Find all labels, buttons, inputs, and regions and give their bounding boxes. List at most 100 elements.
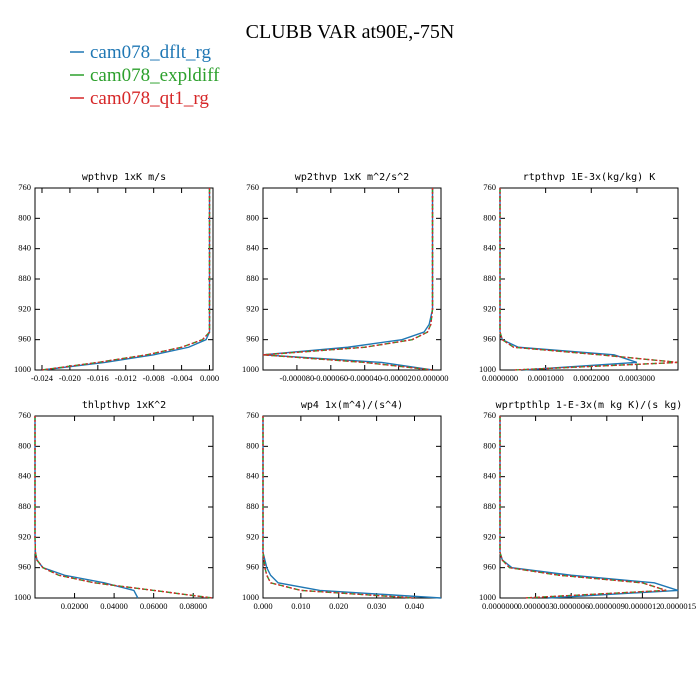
y-tick-label: 760 bbox=[246, 182, 259, 192]
panel-title: thlpthvp 1xK^2 bbox=[82, 400, 166, 411]
series-line bbox=[499, 188, 638, 371]
y-tick-label: 1000 bbox=[479, 364, 496, 374]
y-tick-label: 1000 bbox=[242, 592, 259, 602]
y-tick-label: 760 bbox=[18, 182, 31, 192]
panel-title: wprtpthlp 1-E-3x(m kg K)/(s kg) bbox=[496, 400, 683, 411]
y-tick-label: 880 bbox=[483, 273, 496, 283]
y-tick-label: 800 bbox=[246, 440, 259, 450]
y-tick-label: 800 bbox=[18, 212, 31, 222]
x-tick-label: 0.000 bbox=[253, 601, 272, 611]
y-tick-label: 1000 bbox=[14, 592, 31, 602]
series-line bbox=[262, 416, 415, 599]
y-tick-label: 800 bbox=[483, 440, 496, 450]
y-tick-label: 840 bbox=[483, 471, 496, 481]
y-tick-label: 920 bbox=[483, 531, 496, 541]
y-tick-label: 840 bbox=[18, 243, 31, 253]
y-tick-label: 1000 bbox=[479, 592, 496, 602]
x-tick-label: 0.0000003 bbox=[518, 601, 554, 611]
x-tick-label: -0.008 bbox=[143, 373, 165, 383]
y-tick-label: 960 bbox=[483, 562, 496, 572]
x-tick-label: 0.000 bbox=[200, 373, 219, 383]
series-line bbox=[262, 188, 434, 371]
x-tick-label: -0.000060 bbox=[313, 373, 348, 383]
y-tick-label: 840 bbox=[246, 471, 259, 481]
y-tick-label: 880 bbox=[18, 501, 31, 511]
x-tick-label: 0.0000015 bbox=[660, 601, 696, 611]
series-line bbox=[34, 416, 214, 599]
y-tick-label: 960 bbox=[246, 334, 259, 344]
x-tick-label: 0.08000 bbox=[179, 601, 207, 611]
plot-frame bbox=[34, 187, 214, 371]
y-tick-label: 1000 bbox=[14, 364, 31, 374]
y-tick-label: 920 bbox=[246, 531, 259, 541]
y-tick-label: 1000 bbox=[242, 364, 259, 374]
x-tick-label: -0.012 bbox=[115, 373, 137, 383]
x-tick-label: -0.024 bbox=[31, 373, 54, 383]
x-tick-label: -0.000080 bbox=[280, 373, 315, 383]
plot-frame bbox=[262, 415, 442, 599]
legend-label: cam078_qt1_rg bbox=[90, 88, 209, 109]
y-tick-label: 840 bbox=[18, 471, 31, 481]
y-tick-label: 840 bbox=[246, 243, 259, 253]
series-line bbox=[499, 188, 679, 371]
x-tick-label: -0.000020 bbox=[381, 373, 416, 383]
y-tick-label: 800 bbox=[18, 440, 31, 450]
y-tick-label: 880 bbox=[246, 273, 259, 283]
series-line bbox=[41, 188, 211, 371]
series-line bbox=[499, 416, 667, 599]
panel-title: rtpthvp 1E-3x(kg/kg) K bbox=[523, 172, 655, 183]
x-tick-label: -0.020 bbox=[59, 373, 81, 383]
x-tick-label: 0.0000006 bbox=[553, 601, 589, 611]
y-tick-label: 760 bbox=[483, 410, 496, 420]
y-tick-label: 760 bbox=[483, 182, 496, 192]
x-tick-label: 0.0000012 bbox=[624, 601, 660, 611]
x-tick-label: 0.030 bbox=[367, 601, 386, 611]
x-tick-label: 0.0000009 bbox=[589, 601, 625, 611]
x-tick-label: 0.0002000 bbox=[573, 373, 609, 383]
x-tick-label: 0.000000 bbox=[417, 373, 449, 383]
x-tick-label: 0.06000 bbox=[140, 601, 168, 611]
x-tick-label: 0.010 bbox=[291, 601, 310, 611]
series-line bbox=[34, 416, 214, 599]
plot-frame bbox=[499, 187, 679, 371]
x-tick-label: 0.0000000 bbox=[482, 601, 518, 611]
y-tick-label: 800 bbox=[483, 212, 496, 222]
x-tick-label: 0.04000 bbox=[100, 601, 128, 611]
y-tick-label: 800 bbox=[246, 212, 259, 222]
y-tick-label: 920 bbox=[18, 531, 31, 541]
panel-title: wp4 1x(m^4)/(s^4) bbox=[301, 400, 403, 411]
series-line bbox=[499, 188, 679, 371]
x-tick-label: -0.016 bbox=[87, 373, 109, 383]
y-tick-label: 760 bbox=[246, 410, 259, 420]
y-tick-label: 960 bbox=[18, 562, 31, 572]
y-tick-label: 920 bbox=[18, 303, 31, 313]
legend-label: cam078_dflt_rg bbox=[90, 42, 212, 63]
x-tick-label: 0.040 bbox=[405, 601, 424, 611]
series-line bbox=[262, 416, 415, 599]
series-line bbox=[41, 188, 211, 371]
x-tick-label: -0.004 bbox=[171, 373, 194, 383]
series-line bbox=[262, 416, 442, 599]
x-tick-label: 0.020 bbox=[329, 601, 348, 611]
series-line bbox=[262, 188, 434, 371]
panel-title: wp2thvp 1xK m^2/s^2 bbox=[295, 172, 409, 183]
x-tick-label: 0.0001000 bbox=[528, 373, 564, 383]
series-line bbox=[262, 188, 434, 371]
x-tick-label: -0.000040 bbox=[347, 373, 382, 383]
x-tick-label: 0.0003000 bbox=[619, 373, 655, 383]
y-tick-label: 920 bbox=[246, 303, 259, 313]
plot-frame bbox=[262, 187, 442, 371]
series-line bbox=[499, 416, 667, 599]
y-tick-label: 880 bbox=[246, 501, 259, 511]
x-tick-label: 0.0000000 bbox=[482, 373, 518, 383]
y-tick-label: 960 bbox=[246, 562, 259, 572]
panel-title: wpthvp 1xK m/s bbox=[82, 172, 166, 183]
y-tick-label: 880 bbox=[18, 273, 31, 283]
series-line bbox=[41, 188, 211, 371]
y-tick-label: 920 bbox=[483, 303, 496, 313]
page-title: CLUBB VAR at90E,-75N bbox=[246, 21, 455, 43]
y-tick-label: 840 bbox=[483, 243, 496, 253]
legend-label: cam078_expldiff bbox=[90, 65, 220, 86]
x-tick-label: 0.02000 bbox=[61, 601, 89, 611]
